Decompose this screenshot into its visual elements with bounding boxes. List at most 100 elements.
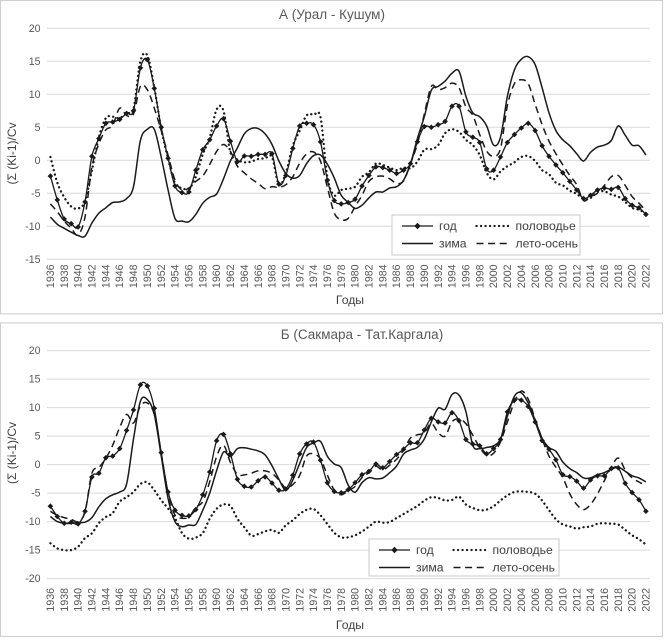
svg-text:2008: 2008 xyxy=(544,264,556,288)
svg-text:лето-осень: лето-осень xyxy=(493,561,556,575)
svg-text:2000: 2000 xyxy=(488,588,500,612)
svg-text:1952: 1952 xyxy=(156,264,168,288)
svg-text:2022: 2022 xyxy=(641,588,653,612)
svg-text:1994: 1994 xyxy=(447,588,459,612)
svg-text:-5: -5 xyxy=(31,488,41,500)
svg-text:2004: 2004 xyxy=(516,588,528,612)
svg-text:1970: 1970 xyxy=(280,264,292,288)
svg-text:1946: 1946 xyxy=(114,588,126,612)
svg-text:1954: 1954 xyxy=(170,588,182,612)
svg-text:2014: 2014 xyxy=(585,588,597,612)
svg-text:1982: 1982 xyxy=(364,264,376,288)
svg-text:15: 15 xyxy=(29,56,41,68)
svg-text:1942: 1942 xyxy=(87,264,99,288)
svg-text:Б (Сакмара - Тат.Каргала): Б (Сакмара - Тат.Каргала) xyxy=(281,327,443,342)
svg-text:Годы: Годы xyxy=(336,618,364,632)
svg-text:20: 20 xyxy=(29,23,41,35)
svg-text:1992: 1992 xyxy=(433,588,445,612)
svg-text:1946: 1946 xyxy=(114,264,126,288)
svg-text:2000: 2000 xyxy=(488,264,500,288)
svg-text:1956: 1956 xyxy=(184,264,196,288)
svg-text:1974: 1974 xyxy=(308,588,320,612)
svg-text:1996: 1996 xyxy=(461,264,473,288)
svg-text:5: 5 xyxy=(35,122,41,134)
svg-text:5: 5 xyxy=(35,431,41,443)
svg-text:-15: -15 xyxy=(25,254,40,266)
svg-text:(Σ (Ki-1)/Cv: (Σ (Ki-1)/Cv xyxy=(5,422,19,484)
svg-text:1976: 1976 xyxy=(322,588,334,612)
svg-text:-10: -10 xyxy=(25,221,40,233)
svg-text:-20: -20 xyxy=(25,573,40,585)
svg-text:А (Урал - Кушум): А (Урал - Кушум) xyxy=(279,7,385,22)
svg-text:половодье: половодье xyxy=(516,219,576,233)
svg-text:1948: 1948 xyxy=(128,264,140,288)
svg-text:1960: 1960 xyxy=(211,588,223,612)
svg-text:2014: 2014 xyxy=(585,264,597,288)
svg-text:2018: 2018 xyxy=(613,264,625,288)
svg-text:2012: 2012 xyxy=(571,588,583,612)
svg-text:1978: 1978 xyxy=(336,588,348,612)
svg-text:15: 15 xyxy=(29,374,41,386)
svg-text:1974: 1974 xyxy=(308,264,320,288)
svg-text:2008: 2008 xyxy=(544,588,556,612)
svg-text:1988: 1988 xyxy=(405,264,417,288)
svg-text:1962: 1962 xyxy=(225,264,237,288)
svg-text:2016: 2016 xyxy=(599,588,611,612)
svg-text:1986: 1986 xyxy=(391,264,403,288)
svg-text:1982: 1982 xyxy=(364,588,376,612)
svg-text:1952: 1952 xyxy=(156,588,168,612)
svg-text:Годы: Годы xyxy=(336,293,364,307)
svg-text:1980: 1980 xyxy=(350,588,362,612)
svg-text:1992: 1992 xyxy=(433,264,445,288)
svg-text:год: год xyxy=(416,543,434,557)
svg-text:2006: 2006 xyxy=(530,264,542,288)
svg-text:1990: 1990 xyxy=(419,588,431,612)
svg-text:1980: 1980 xyxy=(350,264,362,288)
svg-text:1936: 1936 xyxy=(45,588,57,612)
svg-text:1956: 1956 xyxy=(184,588,196,612)
svg-text:1970: 1970 xyxy=(280,588,292,612)
svg-text:1984: 1984 xyxy=(377,588,389,612)
svg-text:1972: 1972 xyxy=(294,588,306,612)
svg-text:1944: 1944 xyxy=(100,264,112,288)
svg-text:2020: 2020 xyxy=(627,264,639,288)
svg-text:1994: 1994 xyxy=(447,264,459,288)
svg-text:1940: 1940 xyxy=(73,264,85,288)
svg-text:1998: 1998 xyxy=(474,264,486,288)
svg-text:1968: 1968 xyxy=(267,588,279,612)
svg-text:10: 10 xyxy=(29,402,41,414)
svg-text:-10: -10 xyxy=(25,516,40,528)
svg-text:2010: 2010 xyxy=(557,588,569,612)
svg-text:20: 20 xyxy=(29,345,41,357)
svg-text:1984: 1984 xyxy=(377,264,389,288)
svg-text:1990: 1990 xyxy=(419,264,431,288)
svg-text:1954: 1954 xyxy=(170,264,182,288)
svg-text:2016: 2016 xyxy=(599,264,611,288)
svg-text:2006: 2006 xyxy=(530,588,542,612)
svg-text:(Σ (Ki-1)/Cv: (Σ (Ki-1)/Cv xyxy=(5,122,19,184)
svg-text:1938: 1938 xyxy=(59,264,71,288)
svg-text:1964: 1964 xyxy=(239,588,251,612)
svg-text:1962: 1962 xyxy=(225,588,237,612)
svg-text:1968: 1968 xyxy=(267,264,279,288)
svg-text:2012: 2012 xyxy=(571,264,583,288)
svg-text:половодье: половодье xyxy=(493,543,553,557)
svg-text:лето-осень: лето-осень xyxy=(516,237,579,251)
svg-text:-15: -15 xyxy=(25,545,40,557)
svg-text:1998: 1998 xyxy=(474,588,486,612)
svg-text:2004: 2004 xyxy=(516,264,528,288)
svg-text:1950: 1950 xyxy=(142,264,154,288)
svg-text:1944: 1944 xyxy=(100,588,112,612)
svg-text:1958: 1958 xyxy=(197,264,209,288)
svg-text:1996: 1996 xyxy=(461,588,473,612)
svg-text:1978: 1978 xyxy=(336,264,348,288)
svg-text:1966: 1966 xyxy=(253,264,265,288)
svg-text:1964: 1964 xyxy=(239,264,251,288)
svg-text:2020: 2020 xyxy=(627,588,639,612)
svg-text:2022: 2022 xyxy=(641,264,653,288)
svg-text:1960: 1960 xyxy=(211,264,223,288)
svg-text:10: 10 xyxy=(29,89,41,101)
svg-text:год: год xyxy=(439,219,457,233)
svg-text:1942: 1942 xyxy=(87,588,99,612)
svg-text:зима: зима xyxy=(416,561,444,575)
